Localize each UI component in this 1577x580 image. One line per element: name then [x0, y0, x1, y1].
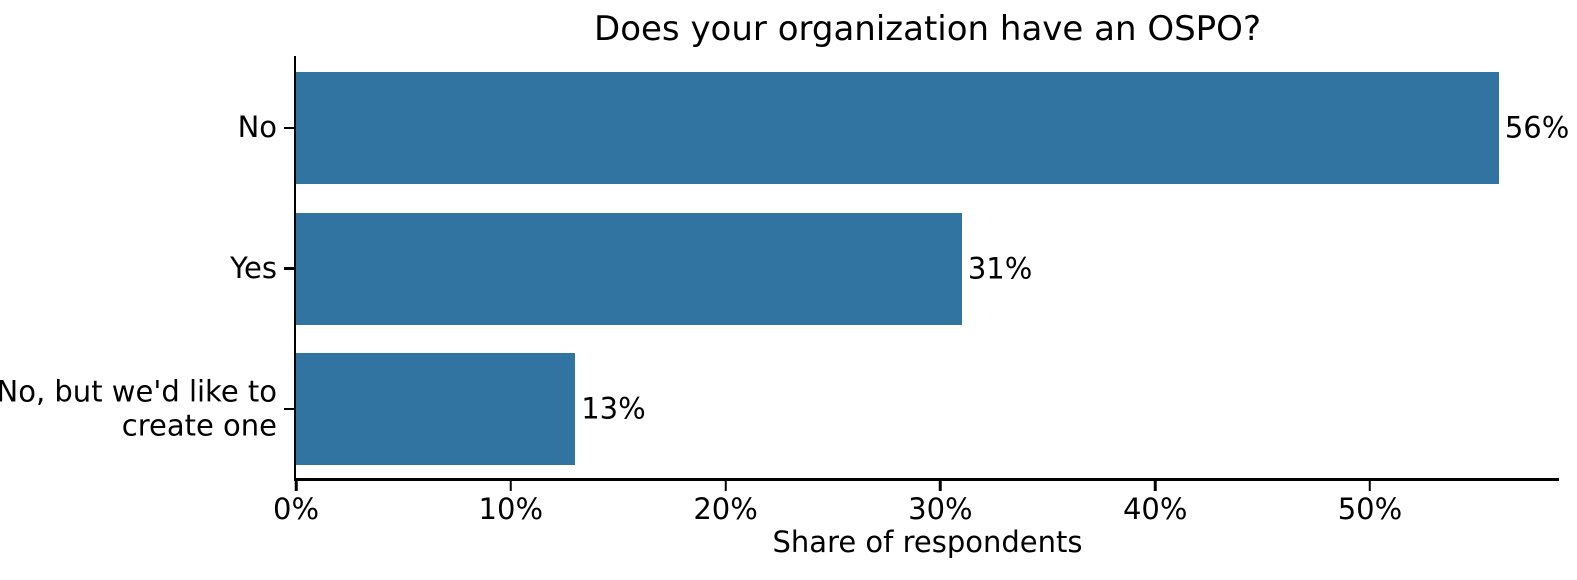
x-tick-label: 40%: [1122, 492, 1188, 526]
x-axis-tick: [1368, 481, 1372, 491]
y-tick-label: No, but we'd like to create one: [0, 375, 277, 442]
x-axis-tick: [724, 481, 727, 491]
x-axis-tick: [294, 481, 298, 491]
y-axis-tick: [283, 267, 294, 270]
bar: [296, 353, 576, 465]
bar: [296, 212, 962, 325]
x-tick-label: 20%: [693, 492, 758, 526]
y-tick-label-line: create one: [121, 408, 277, 442]
y-axis-tick: [283, 126, 294, 130]
plot-area: 56% No 31% Yes 13% No, but we'd like to create…: [0, 56, 1569, 525]
y-tick-label: No: [238, 111, 277, 145]
bar-value-label: 56%: [1504, 110, 1570, 145]
y-axis-spine: [293, 56, 296, 481]
x-axis-tick: [509, 481, 513, 491]
bar-value-label: 31%: [967, 251, 1033, 285]
x-axis-tick: [939, 481, 942, 491]
y-tick-label: Yes: [230, 250, 277, 286]
y-tick-label-line: No: [237, 110, 277, 145]
x-tick-label: 50%: [1337, 492, 1403, 526]
x-tick-label: 30%: [908, 492, 973, 526]
x-tick-label: 10%: [478, 492, 544, 526]
y-tick-label-line: No, but we'd like to: [0, 374, 277, 409]
x-tick-label: 0%: [272, 492, 320, 526]
y-axis-tick: [283, 407, 294, 411]
chart-title: Does your organization have an OSPO?: [594, 9, 1261, 49]
x-axis-tick: [1153, 481, 1157, 491]
x-axis-label: Share of respondents: [772, 525, 1083, 559]
y-tick-label-line: Yes: [230, 250, 277, 285]
bar: [296, 72, 1499, 184]
bar-value-label: 13%: [581, 391, 646, 426]
x-axis-spine: [293, 478, 1559, 481]
